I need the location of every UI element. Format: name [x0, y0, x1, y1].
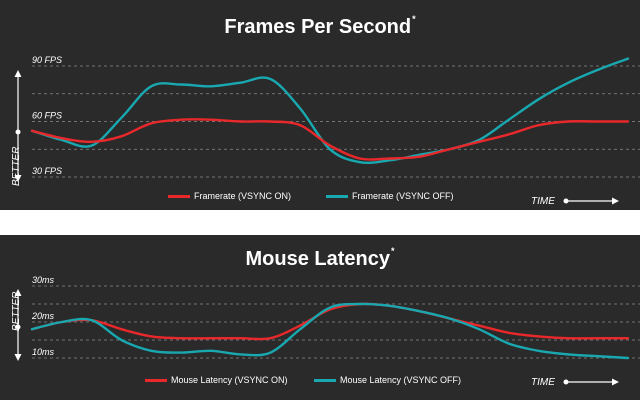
- latency-y-tick-label: 20ms: [31, 311, 55, 321]
- legend-label: Mouse Latency (VSYNC OFF): [340, 375, 462, 385]
- fps-legend-vsync-off: Framerate (VSYNC OFF): [326, 191, 454, 201]
- fps-time-arrow-head: [612, 197, 619, 205]
- fps-better-arrow-dot: [15, 129, 21, 135]
- legend-label: Mouse Latency (VSYNC ON): [171, 375, 288, 385]
- fps-better-arrow-down: [14, 175, 22, 182]
- latency-better-label: BETTER: [11, 291, 22, 331]
- legend-swatch-teal: [326, 194, 348, 198]
- latency-legend-vsync-on: Mouse Latency (VSYNC ON): [145, 375, 288, 385]
- fps-better-arrow-up: [14, 70, 22, 77]
- latency-time-arrow-head: [612, 378, 619, 386]
- latency-chart-title: Mouse Latency*: [245, 246, 395, 270]
- latency-better-arrow-up: [14, 289, 22, 296]
- latency-time-label: TIME: [531, 377, 555, 388]
- fps-series-line-vsync-on: [30, 118, 630, 161]
- legend-label: Framerate (VSYNC OFF): [352, 191, 454, 201]
- latency-y-tick-label: 30ms: [32, 275, 55, 285]
- fps-y-tick-label: 90 FPS: [32, 55, 62, 65]
- latency-series-line-vsync-off: [30, 302, 630, 360]
- latency-legend-vsync-off: Mouse Latency (VSYNC OFF): [314, 375, 461, 385]
- legend-swatch-teal: [314, 378, 336, 382]
- legend-swatch-red: [145, 378, 167, 382]
- latency-chart-panel: Mouse Latency* 10ms 20ms 30ms BETTER Mouse…: [0, 235, 640, 400]
- fps-y-tick-label: 30 FPS: [32, 166, 62, 176]
- latency-y-tick-label: 10ms: [32, 347, 55, 357]
- fps-better-label: BETTER: [11, 146, 22, 186]
- fps-chart-svg: 30 FPS 60 FPS 90 FPS: [14, 55, 640, 205]
- fps-legend-vsync-on: Framerate (VSYNC ON): [168, 191, 291, 201]
- legend-label: Framerate (VSYNC ON): [194, 191, 292, 201]
- fps-time-label: TIME: [531, 196, 555, 207]
- fps-series-line-vsync-off: [30, 57, 630, 165]
- latency-chart-svg: 10ms 20ms 30ms: [14, 275, 640, 386]
- latency-better-arrow-dot: [15, 324, 21, 330]
- legend-swatch-red: [168, 194, 190, 198]
- fps-chart-title: Frames Per Second*: [224, 14, 416, 38]
- latency-better-arrow-down: [14, 354, 22, 361]
- fps-y-tick-label: 60 FPS: [32, 111, 62, 121]
- latency-series-line-vsync-on: [30, 302, 630, 341]
- fps-chart-panel: Frames Per Second* 30 FPS 60 FPS 90 FPS BE…: [0, 0, 640, 210]
